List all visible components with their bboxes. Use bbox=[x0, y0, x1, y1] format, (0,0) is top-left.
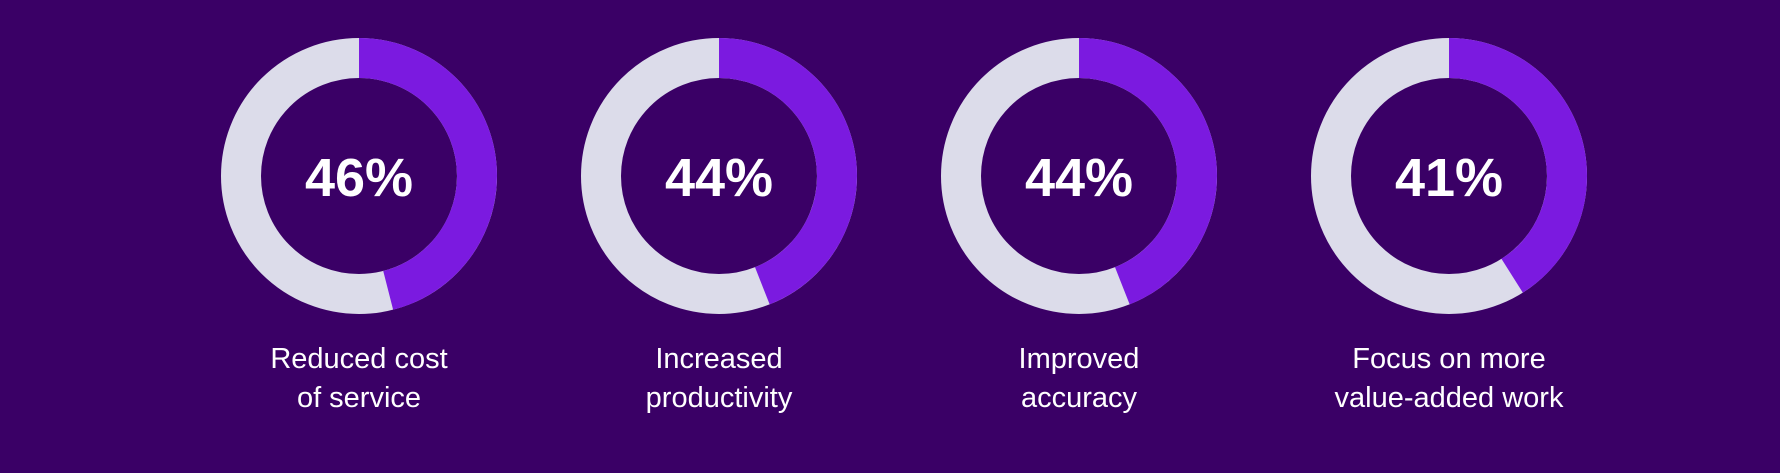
donut-chart-3: 44% Improved accuracy bbox=[899, 0, 1259, 473]
donut-chart-2: 44% Increased productivity bbox=[539, 0, 899, 473]
donut-caption-3-line-1: Improved bbox=[1018, 343, 1140, 375]
donut-caption-1: Reduced cost of service bbox=[179, 340, 539, 418]
donut-value-label-4: 41% bbox=[1395, 148, 1503, 208]
donut-caption-2-line-2: productivity bbox=[645, 382, 793, 414]
donut-value-label-2: 44% bbox=[665, 148, 773, 208]
donut-value-label-1: 46% bbox=[305, 148, 413, 208]
donut-chart-4: 41% Focus on more value-added work bbox=[1269, 0, 1629, 473]
donut-caption-3-line-2: accuracy bbox=[1020, 382, 1138, 414]
donut-value-arc-2 bbox=[581, 38, 857, 314]
donut-ring-4: 41% bbox=[1311, 38, 1587, 314]
donut-caption-4: Focus on more value-added work bbox=[1269, 340, 1629, 418]
donut-caption-4-line-1: Focus on more bbox=[1352, 343, 1546, 375]
donut-caption-1-line-1: Reduced cost bbox=[270, 343, 448, 375]
donut-value-label-3: 44% bbox=[1025, 148, 1133, 208]
donut-caption-2: Increased productivity bbox=[539, 340, 899, 418]
donut-ring-2: 44% bbox=[581, 38, 857, 314]
donut-value-arc-4 bbox=[1311, 38, 1587, 314]
donut-caption-2-line-1: Increased bbox=[655, 343, 783, 375]
donut-value-arc-3 bbox=[941, 38, 1217, 314]
donut-ring-1: 46% bbox=[221, 38, 497, 314]
donut-caption-1-line-2: of service bbox=[296, 382, 422, 414]
donut-chart-1: 46% Reduced cost of service bbox=[179, 0, 539, 473]
donut-caption-3: Improved accuracy bbox=[899, 340, 1259, 418]
donut-ring-3: 44% bbox=[941, 38, 1217, 314]
donut-value-arc-1 bbox=[221, 38, 497, 314]
donut-caption-4-line-2: value-added work bbox=[1334, 382, 1564, 414]
